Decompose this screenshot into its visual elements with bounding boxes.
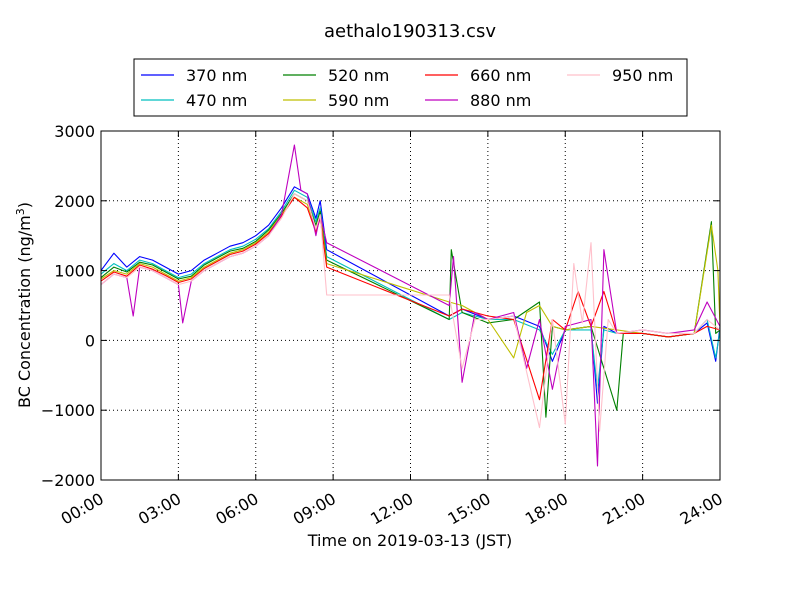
legend-label: 370 nm [186, 66, 247, 85]
x-tick-label: 09:00 [290, 489, 339, 529]
x-tick-label: 00:00 [58, 489, 107, 529]
y-axis-label: BC Concentration (ng/m3) [14, 202, 34, 408]
legend-label: 520 nm [328, 66, 389, 85]
legend-frame [133, 58, 688, 117]
y-tick-label: 2000 [54, 192, 95, 211]
y-tick-label: −1000 [41, 401, 95, 420]
x-tick-label: 12:00 [367, 489, 416, 529]
y-tick-label: 3000 [54, 122, 95, 141]
x-tick-label: 24:00 [677, 489, 726, 529]
series-group [100, 144, 721, 467]
legend: 370 nm 470 nm 520 nm 590 nm 660 nm 880 nm 950 … [133, 58, 688, 117]
legend-label: 950 nm [612, 66, 673, 85]
axis-ticks: 00:00 03:00 06:00 09:00 12:00 15:00 18:00 21:00… [41, 122, 726, 529]
x-tick-label: 18:00 [522, 489, 571, 529]
series-line-880-nm [100, 144, 721, 467]
x-axis-label: Time on 2019-03-13 (JST) [307, 531, 512, 550]
x-tick-label: 03:00 [135, 489, 184, 529]
x-tick-label: 06:00 [212, 489, 261, 529]
x-tick-label: 21:00 [599, 489, 648, 529]
y-tick-label: 0 [85, 331, 95, 350]
series-line-950-nm [100, 193, 721, 432]
y-tick-label: −2000 [41, 471, 95, 490]
legend-label: 880 nm [470, 91, 531, 110]
y-tick-label: 1000 [54, 262, 95, 281]
legend-label: 660 nm [470, 66, 531, 85]
legend-items: 370 nm 470 nm 520 nm 590 nm 660 nm 880 nm 950 … [141, 66, 673, 110]
grid-lines [100, 130, 721, 481]
legend-label: 470 nm [186, 91, 247, 110]
x-tick-label: 15:00 [444, 489, 493, 529]
legend-label: 590 nm [328, 91, 389, 110]
chart-title: aethalo190313.csv [324, 21, 496, 42]
